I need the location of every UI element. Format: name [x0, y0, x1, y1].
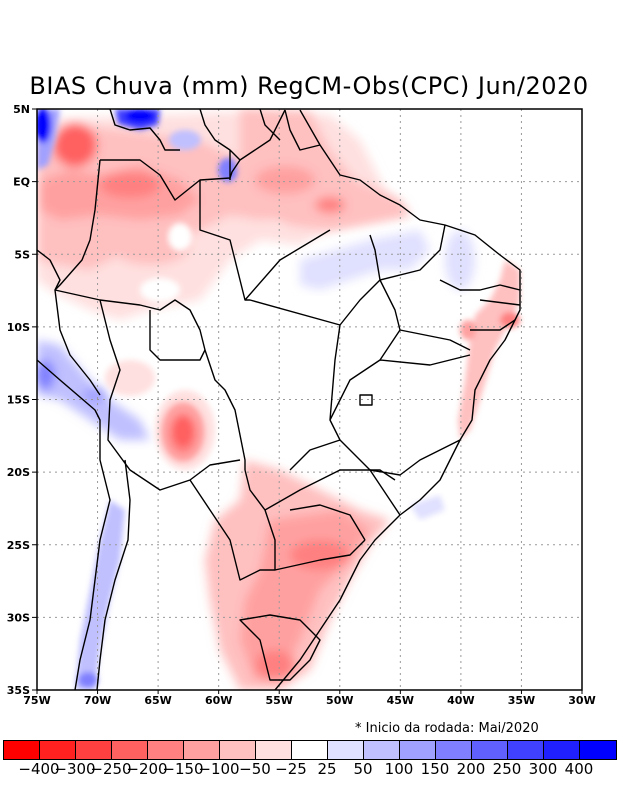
colorbar-label: −300 [54, 760, 96, 778]
colorbar-swatch [436, 741, 472, 759]
lon-tick-label: 30W [568, 694, 595, 707]
colorbar-swatch [256, 741, 292, 759]
colorbar-label: 200 [456, 760, 486, 778]
colorbar-swatch [40, 741, 76, 759]
lat-tick-label: 10S [7, 321, 30, 334]
lon-tick-label: 75W [23, 694, 50, 707]
lat-tick-label: 5N [13, 103, 30, 116]
colorbar-label: 300 [528, 760, 558, 778]
colorbar-label: −150 [162, 760, 204, 778]
lon-tick-label: 35W [508, 694, 535, 707]
colorbar-swatch [4, 741, 40, 759]
anomaly-east-coast-red [458, 260, 520, 440]
colorbar-label: −25 [275, 760, 307, 778]
colorbar-swatch [400, 741, 436, 759]
chart-title: BIAS Chuva (mm) RegCM-Obs(CPC) Jun/2020 [29, 72, 589, 100]
lon-tick-label: 50W [326, 694, 353, 707]
lon-tick-label: 40W [447, 694, 474, 707]
brazil-outline [100, 109, 521, 690]
lon-tick-label: 45W [387, 694, 414, 707]
colorbar-swatch [328, 741, 364, 759]
anomaly-chile-blue [75, 500, 125, 690]
lat-tick-label: 20S [7, 466, 30, 479]
colorbar-swatch [292, 741, 328, 759]
colorbar-labels: −400 −300 −250 −200 −150 −100 −50 −25 25 50 100 150… [0, 760, 618, 780]
anomaly-amazonas-core [100, 172, 160, 198]
lon-tick-label: 70W [84, 694, 111, 707]
lat-tick-label: 5S [14, 248, 30, 261]
anomaly-northeast-blue [300, 230, 430, 290]
borders [37, 109, 521, 690]
colorbar-swatch [220, 741, 256, 759]
lat-axis: 5N EQ 5S 10S 15S 20S 25S 30S 35S [7, 103, 37, 697]
lon-tick-label: 65W [144, 694, 171, 707]
run-start-note: * Inicio da rodada: Mai/2020 [355, 721, 539, 736]
lon-tick-label: 55W [265, 694, 292, 707]
colorbar-swatch [148, 741, 184, 759]
colorbar-swatch [580, 741, 616, 759]
colorbar-swatch [76, 741, 112, 759]
lat-tick-label: EQ [13, 176, 30, 189]
colorbar-label: 50 [353, 760, 373, 778]
colorbar-label: 250 [492, 760, 522, 778]
lon-tick-label: 60W [205, 694, 232, 707]
colorbar-label: 150 [420, 760, 450, 778]
colorbar-label: −100 [198, 760, 240, 778]
colorbar-swatch [364, 741, 400, 759]
colorbar-swatch [184, 741, 220, 759]
bias-field [37, 109, 582, 690]
anomaly-colombia-core [53, 123, 97, 167]
colorbar-label: 100 [384, 760, 414, 778]
lat-tick-label: 25S [7, 539, 30, 552]
colorbar [3, 740, 617, 760]
colorbar-swatch [112, 741, 148, 759]
colorbar-label: 400 [564, 760, 594, 778]
colorbar-swatch [508, 741, 544, 759]
map-plot: 5N EQ 5S 10S 15S 20S 25S 30S 35S 75W 70W 65W 60W 55W… [7, 103, 596, 707]
colorbar-label: −250 [90, 760, 132, 778]
lat-tick-label: 35S [7, 684, 30, 697]
colorbar-label: −400 [18, 760, 60, 778]
colorbar-label: 25 [317, 760, 337, 778]
lon-axis: 75W 70W 65W 60W 55W 50W 45W 40W 35W 30W [23, 690, 596, 707]
colorbar-label: −200 [126, 760, 168, 778]
lat-tick-label: 15S [7, 394, 30, 407]
colorbar-swatch [544, 741, 580, 759]
lat-tick-label: 30S [7, 611, 30, 624]
colorbar-swatch [472, 741, 508, 759]
colorbar-label: −50 [239, 760, 271, 778]
